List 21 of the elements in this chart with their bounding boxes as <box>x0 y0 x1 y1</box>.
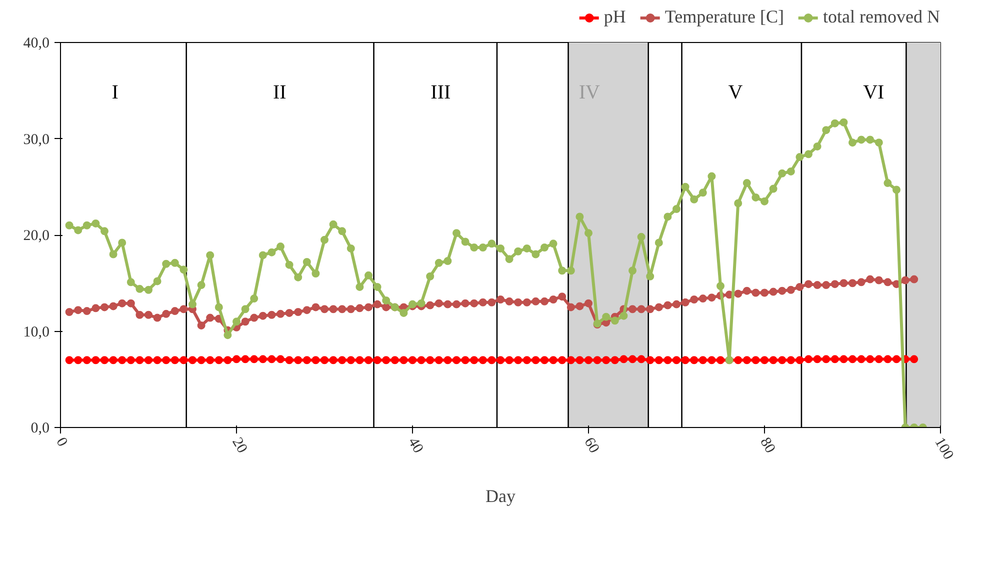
x-tick-label: 60 <box>580 435 602 456</box>
y-tick-label: 20,0 <box>23 228 50 244</box>
annotation: III <box>430 82 451 104</box>
x-tick-label: 40 <box>404 435 426 456</box>
annotation: IV <box>578 82 600 104</box>
x-axis-title: Day <box>486 486 516 506</box>
annotation: V <box>728 82 744 104</box>
x-tick-label: 0 <box>52 435 70 450</box>
x-tick-label: 80 <box>756 435 778 456</box>
y-tick-label: 40,0 <box>23 36 50 52</box>
legend-label: total removed N <box>823 6 940 28</box>
legend-label: pH <box>604 6 626 28</box>
annotation: II <box>272 82 286 104</box>
y-tick-label: 10,0 <box>23 324 50 340</box>
annotation: VI <box>863 82 884 104</box>
y-tick-label: 0,0 <box>30 420 50 436</box>
y-tick-label: 30,0 <box>23 132 50 148</box>
legend-label: Temperature [C] <box>664 6 784 28</box>
x-tick-label: 100 <box>931 435 956 462</box>
annotation: I <box>112 82 118 104</box>
x-tick-label: 20 <box>228 435 250 456</box>
